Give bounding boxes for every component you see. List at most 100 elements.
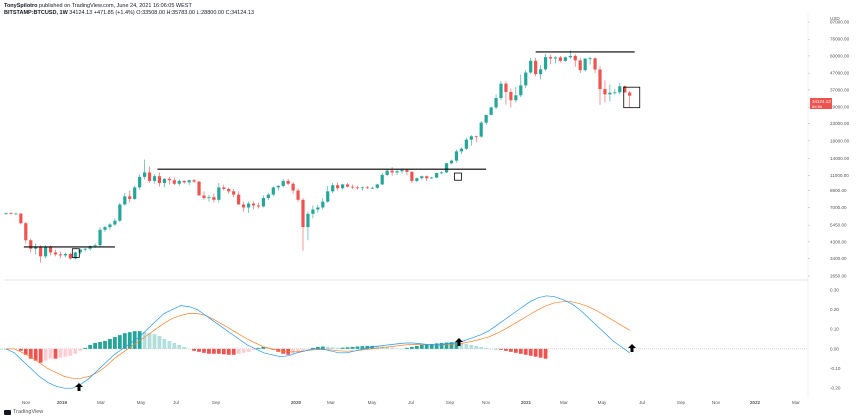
brand-label: TradingView [13, 409, 44, 415]
macd-histogram-bar [454, 341, 459, 349]
macd-histogram-bar [504, 348, 508, 351]
macd-histogram-bar [291, 348, 295, 354]
candle-body [474, 136, 478, 138]
macd-histogram-bar [459, 342, 464, 349]
time-tick-label: 2022 [750, 400, 761, 405]
time-tick-label: Jul [639, 400, 645, 405]
macd-histogram-bar [315, 346, 320, 349]
price-tick-label: 97000.00 [830, 20, 850, 25]
macd-histogram-bar [73, 348, 78, 354]
price-tick-label: 76000.00 [830, 37, 850, 42]
macd-histogram-bar [192, 348, 196, 351]
candle-body [73, 252, 77, 259]
tradingview-logo[interactable]: TradingView [4, 409, 43, 415]
candle-body [78, 249, 82, 253]
candle-body [444, 163, 449, 173]
candle-body [603, 89, 607, 95]
candle-body [390, 170, 394, 173]
macd-histogram-bar [177, 344, 182, 349]
macd-histogram-bar [157, 336, 162, 349]
macd-histogram-bar [395, 348, 399, 349]
candle-body [202, 195, 206, 199]
candle-body [157, 176, 162, 184]
macd-histogram-bar [325, 346, 330, 349]
candle-body [440, 172, 444, 174]
macd-histogram-bar [410, 346, 414, 349]
price-tick-label: 4300.00 [830, 239, 847, 244]
candle-body [133, 187, 137, 199]
author-name[interactable]: TonySpilotro [4, 3, 38, 9]
published-line: TonySpilotro published on TradingView.co… [4, 3, 192, 9]
candle-body [435, 173, 439, 178]
arrow-up-icon [75, 383, 83, 391]
macd-histogram-bar [103, 341, 107, 349]
macd-histogram-bar [108, 339, 112, 349]
candle-body [548, 57, 553, 59]
price-tag-value: 34124.13 [812, 99, 831, 104]
time-tick-label: 2019 [57, 400, 68, 405]
time-axis[interactable]: Nov 2019 Mar May Jul Sep 2020 Mar May Jul Sep Nov 20… [22, 400, 801, 405]
grid [4, 14, 809, 398]
time-tick-label: May [137, 400, 146, 405]
candle-body [207, 197, 211, 199]
macd-histogram-bar [449, 342, 454, 349]
candle-body [93, 245, 97, 247]
candle-body [355, 187, 360, 189]
macd-histogram-bar [350, 346, 355, 349]
candle-body [345, 184, 350, 187]
candle-body [449, 160, 454, 164]
macd-histogram-bar [113, 337, 117, 349]
macd-histogram-bar [117, 335, 122, 349]
macd-histogram-bar [231, 348, 236, 355]
macd-histogram-bar [98, 341, 102, 349]
price-tick-label: 47000.00 [830, 71, 850, 76]
quote-values: 34124.13 +471.85 (+1.4%) O:33508.00 H:35… [69, 10, 255, 16]
candle-body [628, 92, 632, 96]
candle-body [68, 253, 72, 259]
macd-histogram-bar [241, 348, 246, 353]
candle-body [539, 69, 543, 75]
candle-body [83, 248, 87, 250]
time-tick-label: Nov [482, 400, 491, 405]
candle-body [558, 57, 562, 61]
candle-body [311, 209, 315, 214]
candle-body [583, 58, 587, 71]
candle-body [479, 122, 483, 137]
time-tick-label: Nov [712, 400, 721, 405]
macd-histogram-bar [513, 348, 518, 353]
candle-body [261, 198, 265, 207]
price-tick-label: 8900.00 [830, 188, 847, 193]
macd-histogram-bar [221, 348, 226, 355]
macd-histogram-bar [306, 348, 310, 350]
candle-body [370, 187, 374, 189]
macd-histogram-bar [172, 342, 177, 349]
candle-body [380, 174, 384, 185]
candle-body [425, 176, 429, 179]
candle-body [375, 184, 379, 188]
macd-histogram-bar [78, 348, 83, 351]
candle-body [504, 83, 508, 92]
candle-body [123, 196, 127, 205]
macd-histogram-bar [43, 348, 48, 361]
macd-histogram-bar [320, 346, 325, 349]
candle-body [63, 253, 67, 256]
candle-body [469, 136, 473, 140]
macd-histogram-bar [405, 347, 409, 349]
macd-histogram-bar [414, 345, 419, 349]
candles-layer [4, 50, 632, 263]
macd-histogram-bar [197, 348, 201, 352]
macd-histogram-bar [83, 347, 88, 349]
candle-body [147, 172, 152, 181]
macd-histogram-bar [419, 344, 424, 349]
candle-body [593, 58, 597, 70]
macd-histogram-bar [543, 348, 548, 359]
macd-histogram-bar [499, 348, 503, 350]
macd-tick-label: -0.20 [830, 386, 841, 391]
macd-tick-label: -0.10 [830, 366, 841, 371]
candle-body [19, 213, 23, 224]
candle-body [484, 114, 488, 123]
time-tick-label: Jul [408, 400, 414, 405]
price-tick-label: 7000.00 [830, 205, 847, 210]
